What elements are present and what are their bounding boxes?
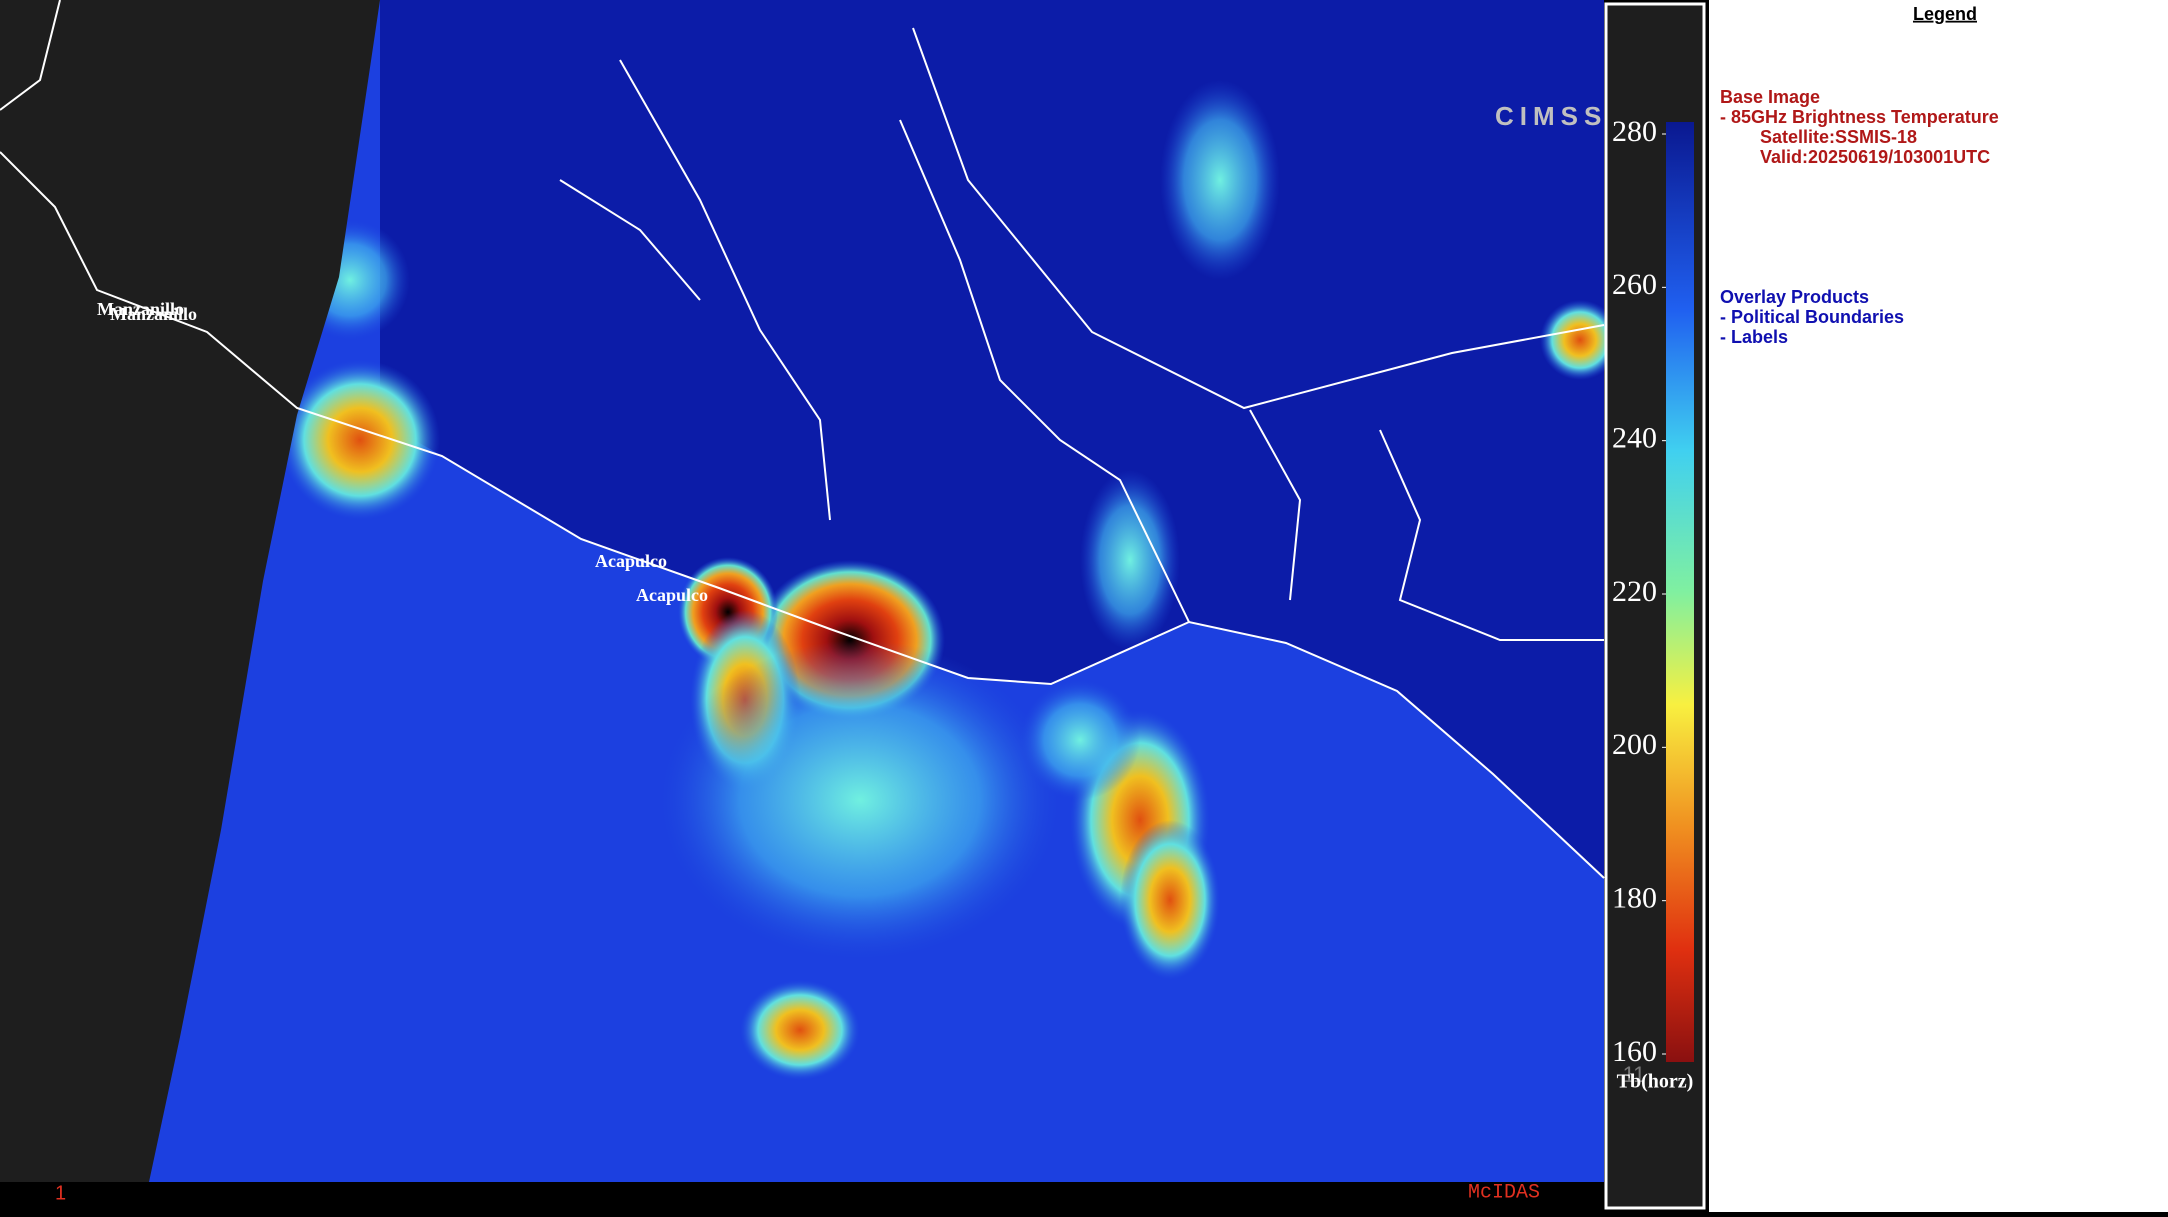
legend-heading: Overlay Products	[1720, 287, 1869, 307]
colorbar-title: Tb(horz)	[1617, 1071, 1694, 1093]
frame-number: 1	[55, 1182, 66, 1204]
colorbar-tick-label: 260	[1612, 268, 1657, 301]
legend-item: - Political Boundaries	[1720, 307, 1904, 327]
map-label: Acapulco	[595, 551, 667, 571]
satellite-image	[0, 0, 1620, 1182]
legend-item: - Labels	[1720, 327, 1788, 347]
map-label: Manzanillo	[97, 299, 184, 319]
colorbar-tick-label: 160	[1612, 1035, 1657, 1068]
logo: CIMSS	[1495, 101, 1607, 131]
colorbar-tick-label: 180	[1612, 882, 1657, 915]
colorbar	[1666, 122, 1694, 1062]
legend-item: Valid:20250619/103001UTC	[1760, 147, 1990, 167]
legend: Base Image- 85GHz Brightness Temperature…	[1720, 87, 1999, 347]
legend-panel	[1709, 0, 2168, 1212]
software-label: McIDAS	[1468, 1181, 1540, 1204]
legend-item: Satellite:SSMIS-18	[1760, 127, 1917, 147]
map-label: Acapulco	[636, 585, 708, 605]
map-label: Manzanillo	[110, 304, 197, 324]
colorbar-tick-label: 220	[1612, 575, 1657, 608]
frame-number-right: 11	[1623, 1062, 1646, 1087]
colorbar-tick-label: 240	[1612, 422, 1657, 455]
legend-item: - 85GHz Brightness Temperature	[1720, 107, 1999, 127]
colorbar-tick-label: 280	[1612, 115, 1657, 148]
colorbar-tick-label: 200	[1612, 728, 1657, 761]
legend-heading: Base Image	[1720, 87, 1820, 107]
legend-title: Legend	[1913, 4, 1977, 24]
